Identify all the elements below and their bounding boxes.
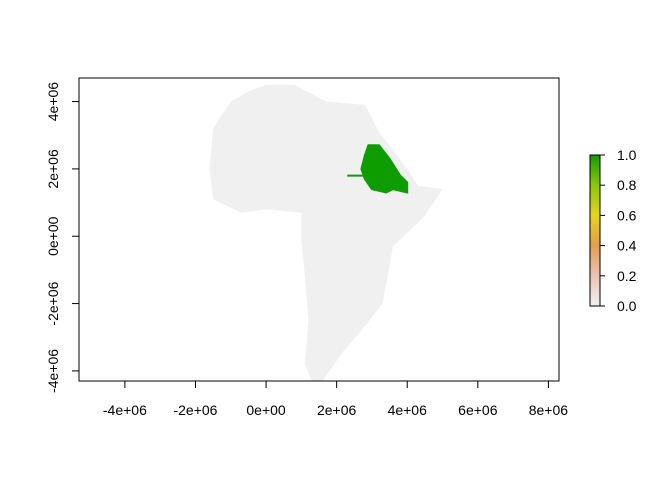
color-legend: 0.0 0.2 0.4 0.6 0.8 1.0 <box>589 147 637 314</box>
y-axis-tick-label: 4e+06 <box>45 82 61 122</box>
legend-tick-label: 0.8 <box>617 177 637 193</box>
x-axis-tick-label: 0e+00 <box>246 402 286 418</box>
y-axis-tick-label: -2e+06 <box>45 281 61 325</box>
x-axis-tick-label: -4e+06 <box>103 402 147 418</box>
africa-landmass <box>209 84 443 381</box>
highlight-region <box>360 144 409 194</box>
x-axis-tick-label: 8e+06 <box>529 402 569 418</box>
legend-tick-label: 0.4 <box>617 238 637 254</box>
legend-tick-label: 1.0 <box>617 147 637 163</box>
y-axis-tick-label: -4e+06 <box>45 349 61 393</box>
legend-color-bar <box>589 154 601 307</box>
legend-tick-label: 0.2 <box>617 268 637 284</box>
legend-tick-label: 0.0 <box>617 298 637 314</box>
x-axis: -4e+06 -2e+06 0e+00 2e+06 4e+06 6e+06 8e+06 <box>103 380 569 418</box>
x-axis-tick-label: -2e+06 <box>173 402 217 418</box>
x-axis-tick-label: 4e+06 <box>388 402 428 418</box>
y-axis-tick-label: 0e+00 <box>45 216 61 256</box>
y-axis-tick-label: 2e+06 <box>45 149 61 189</box>
x-axis-tick-label: 2e+06 <box>317 402 357 418</box>
map-layer <box>209 84 443 381</box>
y-axis: -4e+06 -2e+06 0e+00 2e+06 4e+06 <box>45 82 80 393</box>
x-axis-tick-label: 6e+06 <box>458 402 498 418</box>
legend-tick-label: 0.6 <box>617 207 637 223</box>
